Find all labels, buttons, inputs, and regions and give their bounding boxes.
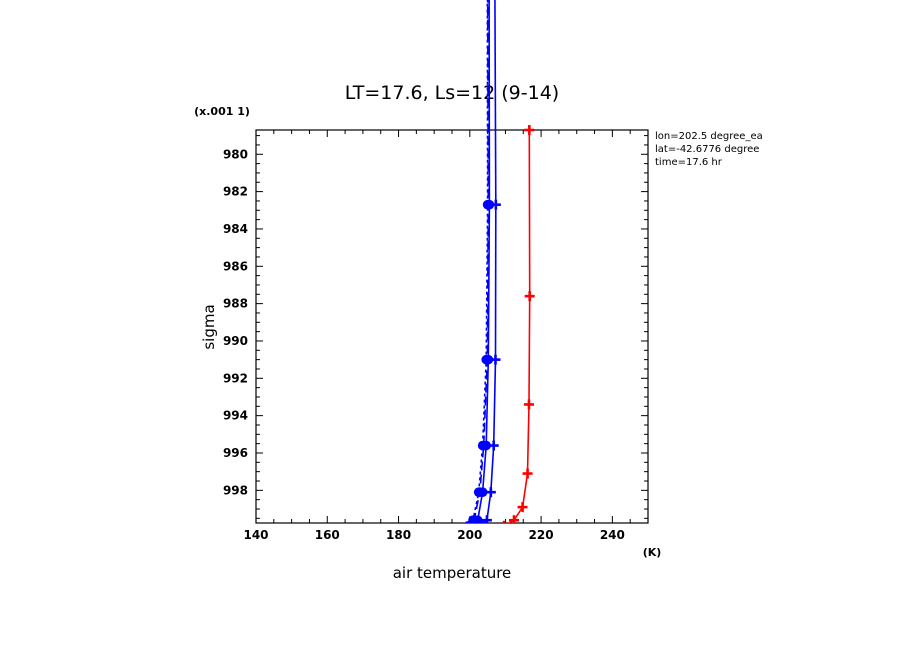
y-scale-label: (x.001 1) <box>194 105 250 118</box>
x-tick-label: 220 <box>529 528 554 542</box>
info-line-time: time=17.6 hr <box>655 157 723 168</box>
data-point <box>523 399 534 410</box>
info-line-lon: lon=202.5 degree_ea <box>655 131 763 142</box>
chart-title: LT=17.6, Ls=12 (9-14) <box>345 82 559 104</box>
y-tick-label: 994 <box>223 409 248 423</box>
series-1 <box>502 125 535 523</box>
series-3 <box>469 0 495 523</box>
data-point <box>509 515 520 523</box>
x-tick-label: 240 <box>600 528 625 542</box>
axes: 140 160 180 200 220 240 980 982 984 986 988 990 992 9… <box>223 130 649 542</box>
y-tick-label: 998 <box>223 483 248 497</box>
x-axis-label: air temperature <box>393 564 512 582</box>
x-tick-label: 180 <box>386 528 411 542</box>
y-axis-label: sigma <box>200 304 218 349</box>
data-point <box>502 520 506 523</box>
y-tick-label: 996 <box>223 446 248 460</box>
data-point <box>481 515 492 523</box>
data-point <box>482 520 485 523</box>
series-layer <box>464 0 535 523</box>
data-point <box>473 487 484 497</box>
data-point <box>485 487 496 498</box>
y-tick-label: 992 <box>223 371 248 385</box>
y-tick-label: 986 <box>223 259 248 273</box>
x-unit-label: (K) <box>643 546 662 559</box>
x-tick-label: 140 <box>243 528 268 542</box>
data-point <box>481 354 492 365</box>
y-tick-label: 990 <box>223 334 248 348</box>
data-point <box>482 199 493 210</box>
series-5 <box>464 0 493 523</box>
data-point <box>464 521 473 523</box>
x-tick-label: 160 <box>315 528 340 542</box>
y-tick-label: 980 <box>223 147 248 161</box>
x-tick-label: 200 <box>457 528 482 542</box>
data-point <box>477 440 488 451</box>
y-tick-label: 984 <box>223 222 248 236</box>
plot-frame <box>255 129 649 524</box>
data-point <box>524 125 535 135</box>
series-1-line <box>507 129 531 523</box>
data-point <box>468 515 478 523</box>
y-tick-label: 982 <box>223 185 248 199</box>
data-point <box>524 291 535 302</box>
y-tick-label: 988 <box>223 297 248 311</box>
data-point <box>522 468 533 479</box>
data-point <box>517 502 528 513</box>
info-line-lat: lat=-42.6776 degree <box>655 144 759 155</box>
